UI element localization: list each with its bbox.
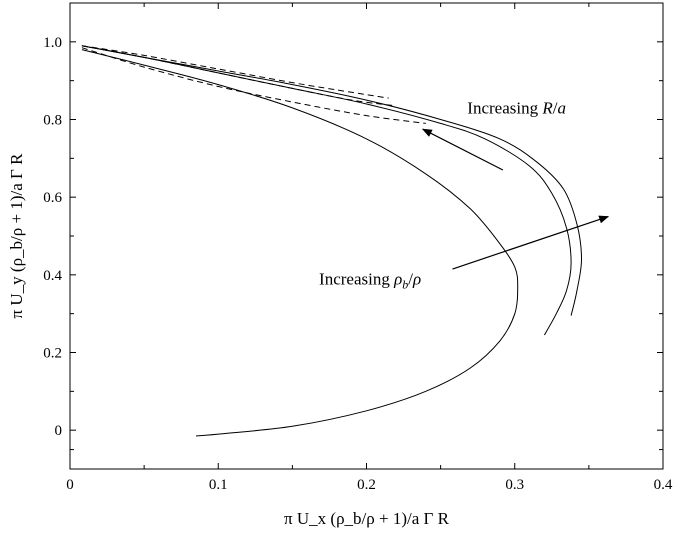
y-tick-label: 0 [55,423,63,439]
y-tick-label: 0.4 [43,268,62,284]
x-tick-label: 0.4 [654,477,673,493]
x-tick-label: 0.1 [209,477,228,493]
plot-frame [69,2,664,470]
dashed-curve-5 [81,45,397,107]
series-group [81,45,583,437]
y-tick-label: 1.0 [43,35,62,51]
y-tick-label: 0.8 [43,113,62,129]
x-axis-label: π U_x (ρ_b/ρ + 1)/a Γ R [284,509,450,528]
increasing-ratio-label: Increasing R/a [467,99,566,118]
increasing-density-label: Increasing ρb/ρ [319,270,421,292]
annotations: Increasing R/a Increasing ρb/ρ [319,99,610,292]
y-tick-label: 0.6 [43,190,62,206]
dashed-curve-4 [81,47,426,124]
solid-curve-1 [81,49,519,437]
y-tick-label: 0.2 [43,346,62,362]
y-axis-label: π U_y (ρ_b/ρ + 1)/a Γ R [7,153,26,319]
dashed-curve-6 [81,45,389,99]
increasing-density-arrow [452,215,610,270]
solid-curve-2 [81,45,572,336]
increasing-ratio-arrow [421,128,504,171]
solid-curve-3 [81,45,583,316]
x-tick-label: 0 [66,477,74,493]
x-tick-label: 0.2 [357,477,376,493]
tick-labels: 0 0.1 0.2 0.3 0.4 0 0.2 0.4 0.6 0.8 1.0 [43,35,673,493]
x-tick-label: 0.3 [505,477,524,493]
axis-ticks [69,3,664,469]
